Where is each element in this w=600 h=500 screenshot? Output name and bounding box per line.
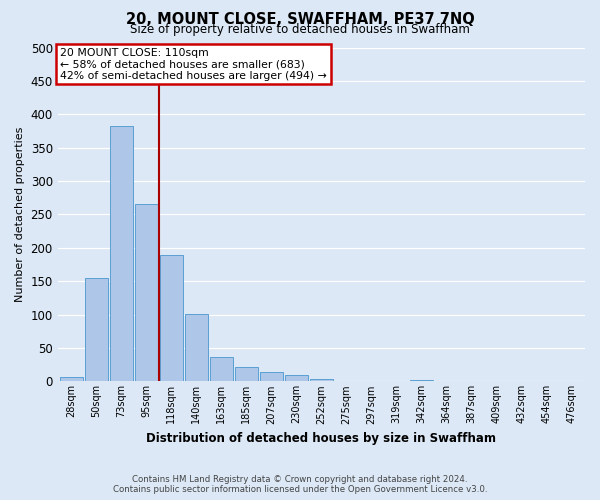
Text: 20 MOUNT CLOSE: 110sqm
← 58% of detached houses are smaller (683)
42% of semi-de: 20 MOUNT CLOSE: 110sqm ← 58% of detached…	[60, 48, 327, 80]
X-axis label: Distribution of detached houses by size in Swaffham: Distribution of detached houses by size …	[146, 432, 496, 445]
Bar	[135, 204, 158, 382]
Bar	[310, 380, 333, 382]
Bar	[60, 378, 83, 382]
Text: 20, MOUNT CLOSE, SWAFFHAM, PE37 7NQ: 20, MOUNT CLOSE, SWAFFHAM, PE37 7NQ	[125, 12, 475, 28]
Text: Size of property relative to detached houses in Swaffham: Size of property relative to detached ho…	[130, 22, 470, 36]
Bar	[85, 278, 108, 382]
Text: Contains HM Land Registry data © Crown copyright and database right 2024.
Contai: Contains HM Land Registry data © Crown c…	[113, 474, 487, 494]
Bar	[510, 380, 533, 382]
Y-axis label: Number of detached properties: Number of detached properties	[15, 127, 25, 302]
Bar	[160, 254, 183, 382]
Bar	[285, 376, 308, 382]
Bar	[185, 314, 208, 382]
Bar	[260, 372, 283, 382]
Bar	[410, 380, 433, 382]
Bar	[210, 356, 233, 382]
Bar	[110, 126, 133, 382]
Bar	[235, 366, 258, 382]
Bar	[335, 380, 358, 382]
